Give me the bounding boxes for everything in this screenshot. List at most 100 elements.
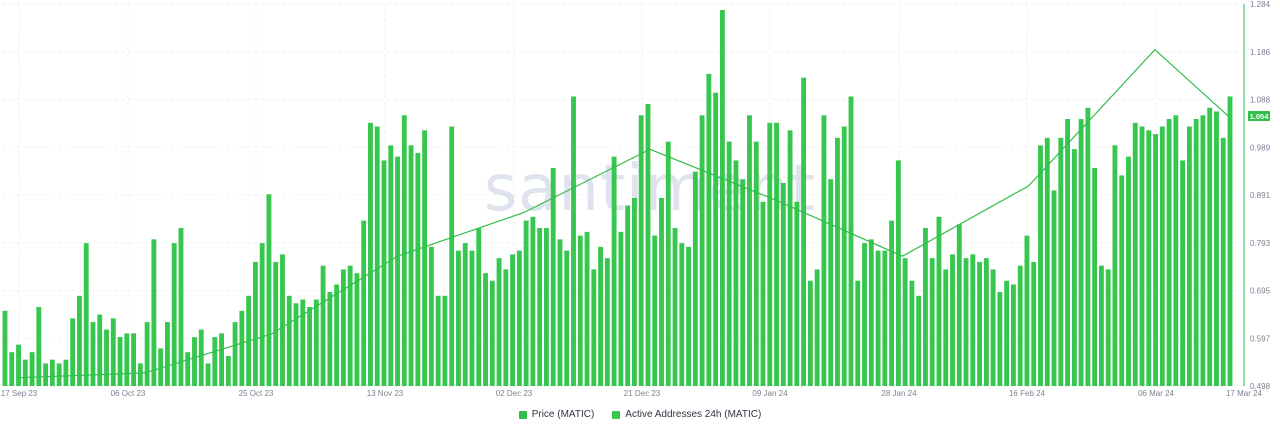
active-addresses-bar xyxy=(151,239,157,386)
active-addresses-bar xyxy=(252,261,258,386)
price-tick-label: 0.891 xyxy=(1250,191,1271,200)
active-addresses-bar xyxy=(124,333,130,386)
active-addresses-bar xyxy=(807,280,813,386)
active-addresses-bar xyxy=(449,126,455,386)
active-addresses-bar xyxy=(1119,175,1125,386)
active-addresses-bar xyxy=(1207,107,1213,386)
active-addresses-bar xyxy=(286,295,292,386)
active-addresses-bar xyxy=(496,258,502,386)
active-addresses-bar xyxy=(1200,115,1206,386)
active-addresses-bar xyxy=(1126,156,1131,386)
active-addresses-bar xyxy=(219,333,225,386)
active-addresses-bar xyxy=(422,130,428,386)
active-addresses-bar xyxy=(212,337,218,386)
active-addresses-bar xyxy=(530,216,536,386)
active-addresses-bar xyxy=(273,261,279,386)
active-addresses-bar xyxy=(943,269,949,386)
active-addresses-bar xyxy=(516,250,522,386)
active-addresses-bar xyxy=(557,239,563,386)
active-addresses-bar xyxy=(706,73,712,387)
active-addresses-bar xyxy=(483,273,488,386)
active-addresses-bar xyxy=(828,179,834,386)
active-addresses-bar xyxy=(726,141,732,386)
active-addresses-bar xyxy=(794,201,800,386)
active-addresses-bar xyxy=(713,92,719,386)
active-addresses-bar xyxy=(611,156,617,386)
active-addresses-bar xyxy=(929,258,935,386)
active-addresses-bar xyxy=(43,363,49,386)
active-addresses-bar xyxy=(1105,269,1111,386)
date-tick-label: 28 Jan 24 xyxy=(881,389,917,398)
active-addresses-bar xyxy=(1180,160,1186,386)
active-addresses-bar xyxy=(862,243,867,386)
active-addresses-bar xyxy=(1044,137,1050,386)
legend-item-price[interactable]: Price (MATIC) xyxy=(518,409,594,420)
active-addresses-bar xyxy=(327,292,333,386)
date-tick-label: 06 Mar 24 xyxy=(1138,389,1175,398)
active-addresses-bar xyxy=(137,363,143,386)
active-addresses-bar xyxy=(848,96,854,386)
active-addresses-bar xyxy=(1058,137,1064,386)
active-addresses-bar xyxy=(36,307,42,386)
legend-item-active-addresses[interactable]: Active Addresses 24h (MATIC) xyxy=(612,409,761,420)
active-addresses-bar xyxy=(1214,111,1219,387)
active-addresses-bar xyxy=(70,318,76,386)
active-addresses-bar xyxy=(144,322,150,386)
active-addresses-bar xyxy=(110,318,116,386)
active-addresses-bar xyxy=(814,269,820,386)
current-price-badge-value: 1.054 xyxy=(1250,112,1270,121)
price-tick-label: 0.597 xyxy=(1250,334,1271,343)
active-addresses-bar xyxy=(665,141,671,386)
active-addresses-bar xyxy=(571,96,576,386)
active-addresses-bar xyxy=(1193,119,1199,386)
active-addresses-bar xyxy=(835,137,840,386)
active-addresses-bar xyxy=(307,307,312,386)
active-addresses-bar xyxy=(1010,284,1016,386)
active-addresses-bar xyxy=(875,250,881,386)
active-addresses-bar xyxy=(923,228,928,386)
active-addresses-bar xyxy=(381,160,387,386)
active-addresses-bar xyxy=(225,355,231,386)
active-addresses-bar xyxy=(16,344,21,386)
active-addresses-bar xyxy=(83,243,89,386)
legend-swatch-active-addresses xyxy=(612,410,621,419)
active-addresses-bar xyxy=(1186,126,1192,386)
active-addresses-bar xyxy=(428,246,434,386)
active-addresses-bar xyxy=(476,228,482,386)
active-addresses-bar xyxy=(1146,130,1152,386)
active-addresses-bar xyxy=(1051,190,1057,386)
active-addresses-bar xyxy=(780,182,786,386)
active-addresses-bar xyxy=(49,359,55,386)
active-addresses-bar xyxy=(1017,265,1023,386)
active-addresses-bar xyxy=(936,216,942,386)
active-addresses-bar xyxy=(354,273,360,386)
active-addresses-bar xyxy=(164,322,170,386)
active-addresses-bar xyxy=(916,295,922,386)
active-addresses-bar xyxy=(747,115,752,386)
active-addresses-bar xyxy=(415,152,421,386)
active-addresses-bar xyxy=(158,348,164,386)
date-tick-label: 09 Jan 24 xyxy=(752,389,788,398)
active-addresses-bar xyxy=(618,231,624,386)
active-addresses-bar xyxy=(584,231,590,386)
active-addresses-bar xyxy=(550,167,556,386)
date-tick-label: 02 Dec 23 xyxy=(496,389,533,398)
active-addresses-bar xyxy=(489,280,495,386)
active-addresses-bar xyxy=(604,258,610,386)
active-addresses-bar xyxy=(1085,107,1091,386)
active-addresses-bar xyxy=(408,145,414,386)
active-addresses-bar xyxy=(2,310,8,386)
active-addresses-bar xyxy=(956,224,962,386)
price-axis-ticks: 1.284 1.186 1.088 0.989 0.891 0.793 0.695 0.597… xyxy=(1250,0,1271,391)
date-axis-ticks: 17 Sep 23 06 Oct 23 25 Oct 23 13 Nov 23 02 D… xyxy=(1,389,1263,398)
active-addresses-bar xyxy=(347,265,353,386)
active-addresses-bar xyxy=(1159,126,1165,386)
active-addresses-bar xyxy=(821,115,827,386)
current-price-badge-box xyxy=(1248,111,1270,121)
active-addresses-bar xyxy=(767,122,773,387)
active-addresses-bar xyxy=(131,333,137,386)
active-addresses-bar xyxy=(435,295,441,386)
active-addresses-bar xyxy=(104,329,109,386)
legend-label-active-addresses: Active Addresses 24h (MATIC) xyxy=(625,409,762,420)
